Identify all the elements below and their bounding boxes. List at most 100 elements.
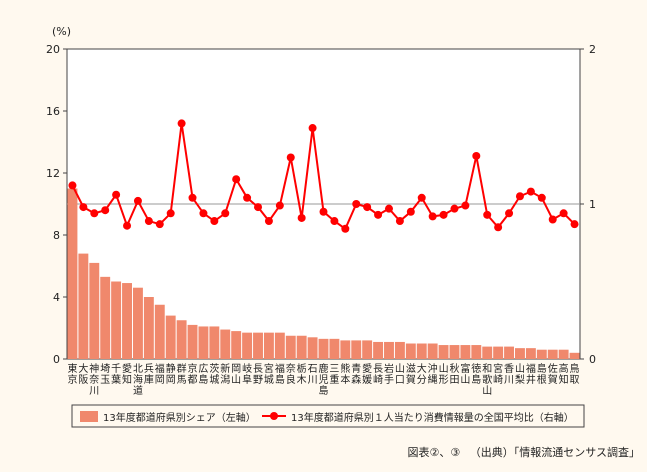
legend-bar-label: 13年度都道府県別シェア（左軸） [103, 411, 256, 424]
x-tick-label: 福 [275, 362, 285, 375]
line-marker [177, 119, 186, 128]
line-marker [395, 217, 404, 226]
x-tick-label: 和 [482, 363, 492, 375]
left-tick-label: 12 [46, 167, 60, 180]
x-tick-label: 北 [133, 363, 143, 375]
x-tick-label: 愛 [122, 362, 132, 375]
x-tick-label: 富 [460, 362, 470, 375]
x-tick-label: 大 [78, 362, 88, 375]
line-marker [79, 203, 88, 212]
x-tick-label: 木 [297, 374, 307, 386]
x-tick-label: 広 [198, 362, 208, 375]
line-marker [68, 181, 77, 190]
line-marker [275, 201, 284, 210]
left-tick-label: 20 [46, 43, 60, 56]
line-marker [199, 209, 208, 218]
x-tick-label: 京 [67, 373, 77, 386]
source-note: （出典）「情報流通センサス調査」 [469, 446, 640, 459]
x-tick-label: 宮 [493, 362, 503, 375]
line-marker [166, 209, 175, 218]
line-marker [243, 193, 252, 202]
x-tick-label: 庫 [144, 373, 154, 386]
right-tick-label: 1 [589, 198, 596, 211]
bar [231, 331, 242, 359]
line-marker [254, 203, 263, 212]
x-tick-label: 長 [373, 363, 383, 375]
bar [274, 332, 285, 359]
x-tick-label: 千 [111, 363, 121, 375]
x-tick-label: 媛 [362, 373, 372, 386]
bar [242, 332, 253, 359]
left-tick-label: 0 [53, 353, 60, 366]
line-marker [472, 151, 481, 160]
x-tick-label: 賀 [548, 374, 558, 386]
right-tick-label: 0 [589, 353, 596, 366]
bar [165, 315, 176, 359]
line-series [68, 119, 579, 233]
line-marker [330, 217, 339, 226]
x-tick-label: 崎 [373, 373, 383, 386]
line-marker [548, 215, 557, 224]
x-tick-label: 宮 [264, 362, 274, 375]
bar [373, 341, 384, 359]
x-tick-label: 愛 [362, 362, 372, 375]
x-tick-label: 岐 [242, 362, 252, 375]
legend-bar-swatch [80, 411, 98, 422]
right-tick-label: 2 [589, 43, 596, 56]
x-tick-label: 城 [264, 374, 274, 386]
x-tick-label: 神 [89, 362, 99, 375]
x-tick-label: 奈 [286, 362, 296, 375]
x-tick-label: 新 [220, 362, 230, 375]
left-tick-label: 8 [53, 229, 60, 242]
x-tick-label: 馬 [177, 374, 187, 386]
bar [558, 349, 569, 359]
line-marker [374, 210, 383, 219]
legend-line-marker [270, 412, 278, 420]
line-marker [406, 207, 415, 216]
x-tick-label: 栃 [297, 362, 307, 375]
x-tick-label: 歌 [482, 373, 492, 386]
left-axis-unit: (%) [52, 25, 71, 38]
x-tick-label: 知 [122, 373, 132, 386]
x-tick-label: 森 [351, 373, 361, 386]
x-tick-label: 分 [417, 374, 427, 386]
x-tick-label: 三 [329, 364, 339, 375]
legend-box [71, 404, 585, 428]
x-tick-label: 島 [275, 373, 285, 386]
line-marker [352, 200, 361, 208]
x-tick-label: 潟 [220, 373, 230, 386]
x-tick-label: 川 [504, 375, 514, 386]
x-tick-label: 鹿 [319, 362, 329, 375]
x-tick-label: 岡 [155, 374, 165, 386]
x-tick-label: 島 [537, 362, 547, 375]
line-marker [341, 224, 350, 233]
x-tick-label: 川 [89, 386, 99, 397]
x-tick-label: 島 [471, 373, 481, 386]
x-tick-label: 手 [384, 373, 394, 386]
bar [209, 326, 220, 359]
line-marker [155, 220, 164, 229]
x-tick-label: 城 [209, 374, 219, 386]
line-marker [494, 223, 503, 232]
x-tick-label: 鳥 [570, 362, 580, 375]
bar [307, 337, 318, 359]
bar [143, 297, 154, 359]
x-tick-label: 重 [329, 373, 339, 386]
figure-reference: 図表②、③ [407, 446, 461, 459]
line-marker [384, 204, 393, 213]
line-marker [570, 220, 579, 229]
line-marker [297, 213, 306, 222]
x-tick-label: 東 [67, 362, 77, 375]
x-tick-label: 阪 [78, 373, 88, 386]
bar [122, 283, 132, 359]
x-tick-label: 青 [351, 362, 361, 375]
bar [416, 343, 427, 359]
x-tick-label: 香 [504, 363, 514, 375]
bar [569, 352, 580, 359]
bar [438, 345, 449, 359]
x-tick-label: 岡 [166, 374, 176, 386]
line-marker [363, 203, 372, 212]
bar [449, 345, 460, 359]
bar [78, 253, 89, 359]
